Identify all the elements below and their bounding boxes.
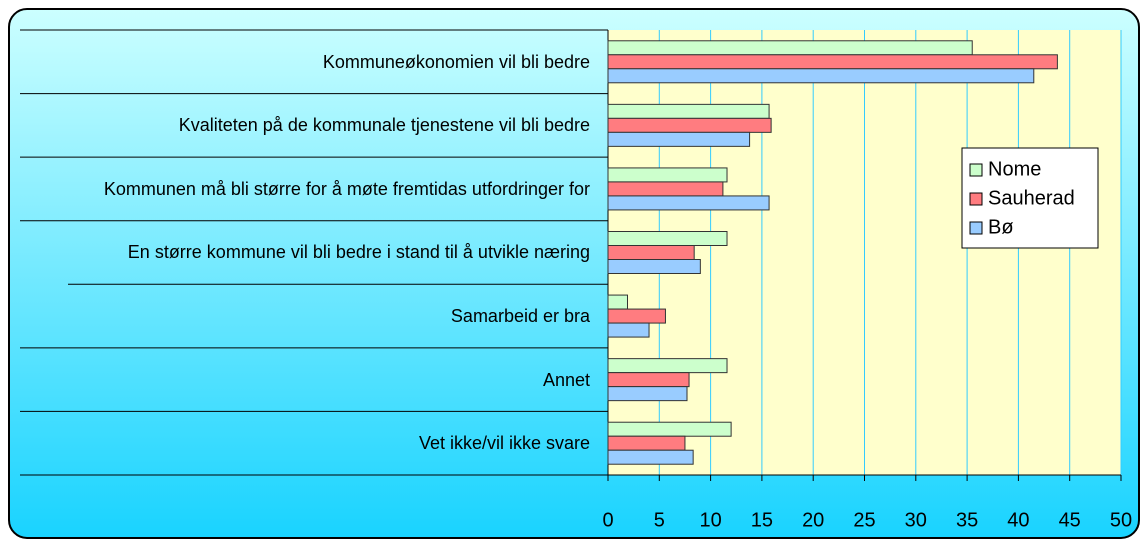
category-label-box: Kvaliteten på de kommunale tjenestene vi… xyxy=(50,94,590,158)
x-tick-label: 40 xyxy=(1007,509,1029,531)
bar xyxy=(607,181,724,197)
x-tick-label: 0 xyxy=(602,509,613,531)
x-tick-label: 30 xyxy=(905,509,927,531)
category-label-box: Kommunen må bli større for å møte fremti… xyxy=(50,157,590,221)
bar xyxy=(607,372,690,388)
bar xyxy=(607,103,770,119)
legend-swatch xyxy=(969,163,983,177)
bar xyxy=(607,259,701,274)
bar xyxy=(607,421,732,437)
x-tick-label: 15 xyxy=(751,509,773,531)
category-label-box: Kommuneøkonomien vil bli bedre xyxy=(50,30,590,94)
category-label-box: Vet ikke/vil ikke svare xyxy=(50,411,590,475)
bar xyxy=(607,435,686,451)
bar xyxy=(607,54,1058,70)
bar xyxy=(607,308,666,324)
y-tick-label: Kommuneøkonomien vil bli bedre xyxy=(322,51,590,72)
x-tick-label: 20 xyxy=(802,509,824,531)
legend-swatch xyxy=(969,192,983,206)
bar xyxy=(607,40,973,56)
y-tick-label: Annet xyxy=(542,369,590,390)
bar xyxy=(607,358,728,374)
y-tick-label: Samarbeid er bra xyxy=(450,306,590,327)
bar xyxy=(607,195,770,211)
legend-swatch xyxy=(969,221,983,235)
category-label-box: Annet xyxy=(50,348,590,412)
x-tick-label: 5 xyxy=(654,509,665,531)
x-tick-label: 35 xyxy=(956,509,978,531)
bar xyxy=(607,322,650,338)
y-tick-label: Vet ikke/vil ikke svare xyxy=(418,433,590,454)
bar xyxy=(607,386,688,402)
x-tick-label: 50 xyxy=(1110,509,1132,531)
bar xyxy=(607,294,628,310)
bar xyxy=(607,245,695,260)
y-tick-label: Kvaliteten på de kommunale tjenestene vi… xyxy=(178,115,590,136)
legend-box xyxy=(961,147,1099,249)
y-tick-label: Kommunen må bli større for å møte fremti… xyxy=(103,178,590,199)
bar xyxy=(607,449,694,465)
y-tick-label: En større kommune vil bli bedre i stand … xyxy=(127,242,590,263)
x-tick-label: 45 xyxy=(1059,509,1081,531)
category-label-box: Samarbeid er bra xyxy=(50,284,590,348)
bar xyxy=(607,117,772,133)
legend-label: Nome xyxy=(988,158,1041,180)
category-label-box: En større kommune vil bli bedre i stand … xyxy=(50,221,590,285)
legend-label: Sauherad xyxy=(988,187,1075,209)
x-tick-label: 25 xyxy=(853,509,875,531)
bar xyxy=(607,167,728,183)
x-tick-label: 10 xyxy=(699,509,721,531)
bar xyxy=(607,68,1035,84)
bar xyxy=(607,231,728,246)
legend-label: Bø xyxy=(988,216,1014,238)
bar xyxy=(607,131,751,147)
